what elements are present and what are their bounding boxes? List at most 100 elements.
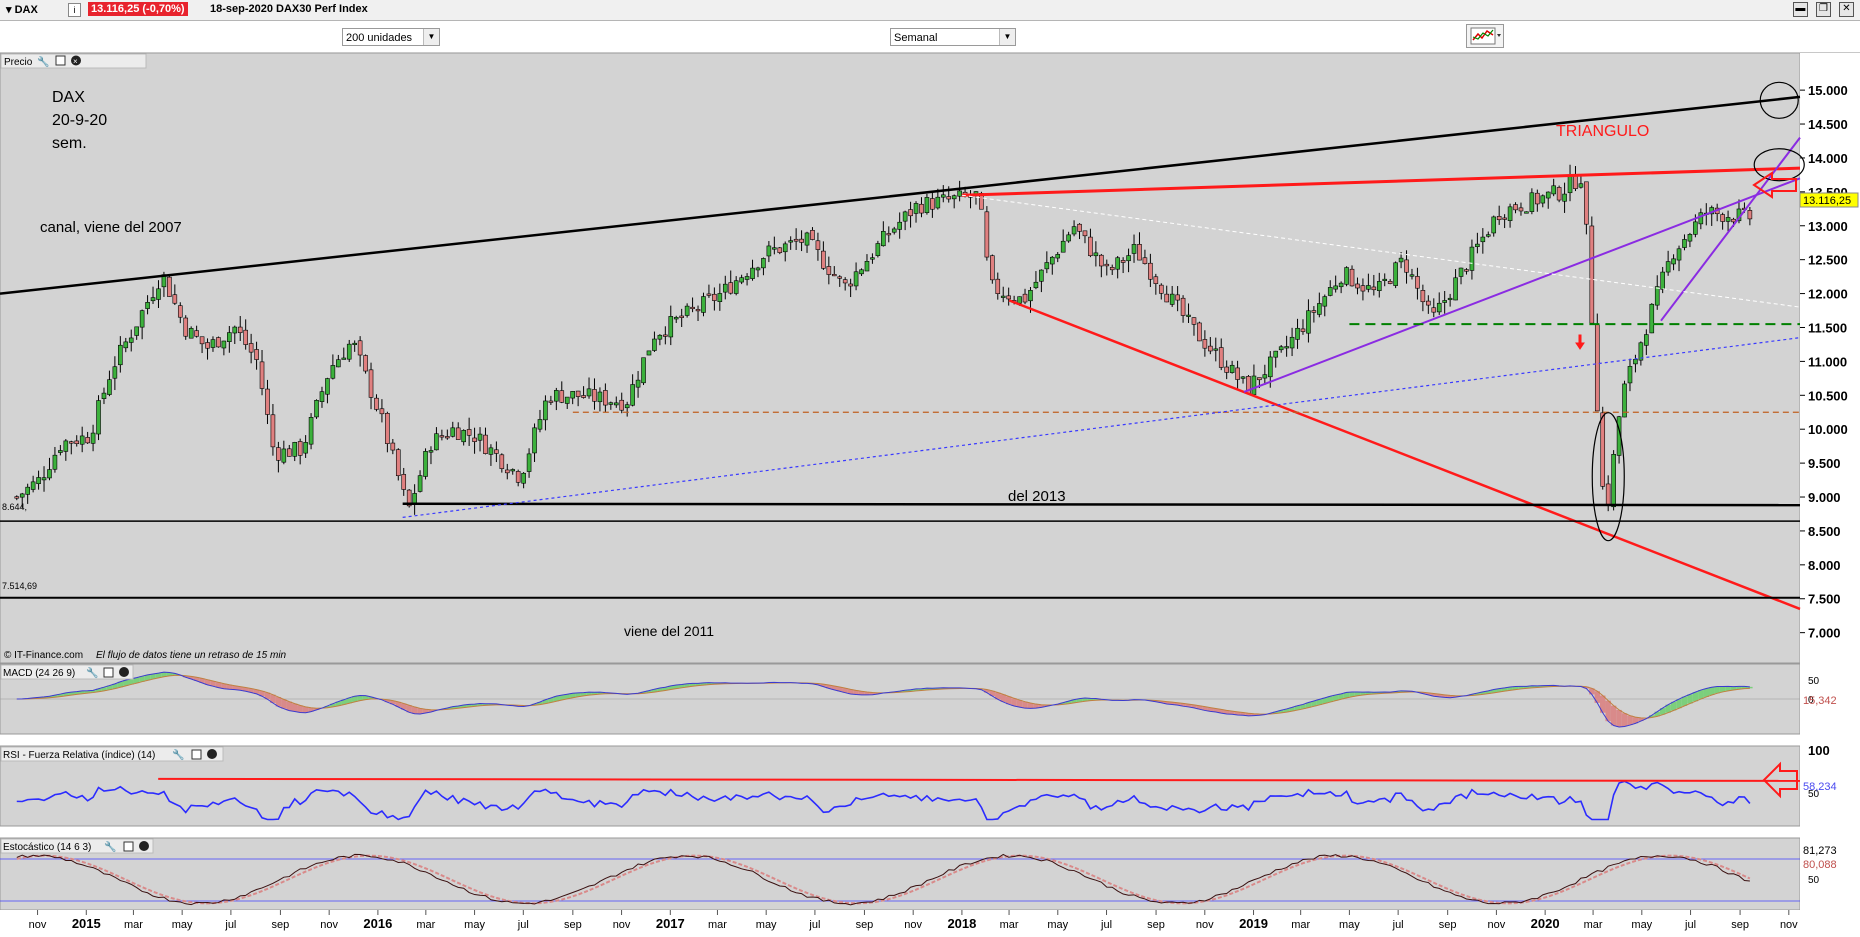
- svg-text:×: ×: [73, 57, 78, 66]
- wrench-icon[interactable]: 🔧: [104, 840, 116, 853]
- y-tick-label: 8.500: [1808, 524, 1841, 539]
- candle-body: [1387, 281, 1393, 284]
- ticker-selector[interactable]: ▾ DAX: [6, 4, 38, 16]
- close-panel-icon[interactable]: [207, 749, 217, 759]
- candle-body: [581, 395, 586, 398]
- x-tick-label: nov: [320, 919, 338, 931]
- candle-body: [657, 334, 663, 340]
- window-icon[interactable]: [123, 841, 134, 852]
- window-icon[interactable]: [55, 55, 66, 66]
- candle-body: [521, 472, 526, 484]
- units-dropdown[interactable]: 200 unidades ▼: [342, 28, 440, 46]
- y-tick-label: 10.000: [1808, 422, 1848, 437]
- candle-body: [1148, 262, 1153, 280]
- stoch-tick-50: 50: [1808, 875, 1820, 886]
- rsi-tick-50: 50: [1808, 789, 1820, 800]
- last-price-tag: [1799, 192, 1859, 208]
- restore-icon[interactable]: ❐: [1815, 2, 1831, 17]
- x-tick-label: nov: [29, 919, 47, 931]
- candle-body: [995, 278, 1001, 294]
- candle-body: [1208, 345, 1213, 352]
- red-arrow-down-icon: [1575, 334, 1585, 350]
- close-panel-icon[interactable]: [139, 841, 149, 851]
- candle-body: [270, 414, 276, 448]
- candle-body: [1627, 366, 1633, 384]
- red-arrow-price-icon: [1752, 171, 1797, 199]
- candle-body: [532, 427, 537, 454]
- macd-line: [16, 671, 1750, 728]
- candle-body: [712, 293, 717, 301]
- candle-body: [68, 441, 74, 444]
- candle-body: [777, 247, 783, 253]
- rsi-tick-100: 100: [1808, 743, 1830, 758]
- candle-body: [1747, 210, 1753, 220]
- annotation-title-1: DAX: [52, 89, 85, 106]
- y-tick-label: 14.000: [1808, 151, 1848, 166]
- candle-body: [25, 486, 30, 495]
- candle-body: [575, 390, 581, 397]
- chart-type-icon[interactable]: [1466, 24, 1504, 48]
- candle-body: [1295, 327, 1300, 340]
- annotation-title-2: 20-9-20: [52, 112, 107, 129]
- wrench-icon[interactable]: 🔧: [172, 748, 184, 761]
- candle-body: [1415, 276, 1420, 289]
- candle-body: [1218, 347, 1224, 368]
- candle-body: [1137, 244, 1142, 261]
- candle-body: [652, 338, 657, 351]
- candle-body: [1000, 295, 1006, 298]
- stoch-header: Estocástico (14 6 3) 🔧: [0, 838, 154, 854]
- stoch-d-line: [16, 854, 1751, 905]
- candle-body: [940, 194, 946, 198]
- x-tick-label: may: [1047, 919, 1068, 931]
- x-tick-label: sep: [1731, 919, 1749, 931]
- blue-dotted-trend: [402, 337, 1801, 518]
- window-icon[interactable]: [191, 749, 202, 760]
- candle-body: [401, 474, 407, 490]
- candle-body: [1071, 226, 1077, 235]
- chart-toolbar: 200 unidades ▼ Semanal ▼: [0, 21, 1860, 53]
- candle-body: [815, 240, 821, 250]
- candle-body: [1654, 286, 1660, 306]
- candle-body: [428, 450, 434, 453]
- close-panel-icon[interactable]: [71, 55, 81, 66]
- candle-body: [1017, 296, 1022, 304]
- candle-body: [946, 196, 952, 200]
- x-tick-label: mar: [1291, 919, 1310, 931]
- candle-body: [1682, 239, 1687, 248]
- candle-body: [461, 430, 466, 443]
- candle-body: [319, 391, 325, 402]
- candle-body: [74, 440, 80, 444]
- candle-body: [701, 296, 706, 313]
- y-tick-label: 10.500: [1808, 388, 1848, 403]
- candle-body: [1464, 269, 1469, 272]
- candle-body: [406, 489, 412, 507]
- candle-body: [613, 402, 619, 406]
- annotation-del2013: del 2013: [1008, 488, 1066, 505]
- candle-body: [1273, 350, 1279, 358]
- candle-body: [668, 316, 674, 338]
- minimize-icon[interactable]: ▬: [1792, 2, 1808, 17]
- candle-body: [1235, 367, 1240, 380]
- x-tick-label: 2017: [656, 916, 685, 931]
- candle-body: [761, 258, 766, 269]
- x-tick-label: mar: [708, 919, 727, 931]
- candle-body: [504, 469, 510, 474]
- candle-body: [1671, 258, 1676, 265]
- period-dropdown[interactable]: Semanal ▼: [890, 28, 1016, 46]
- candle-body: [1436, 302, 1442, 313]
- window-icon[interactable]: [103, 667, 114, 678]
- last-price-value: 13.116,25: [1803, 195, 1851, 207]
- wrench-icon[interactable]: 🔧: [37, 55, 49, 68]
- candle-body: [1115, 257, 1120, 270]
- candle-body: [935, 196, 941, 209]
- close-icon[interactable]: ✕: [1839, 2, 1854, 17]
- candle-body: [363, 355, 368, 372]
- x-tick-label: nov: [904, 919, 922, 931]
- candle-body: [1240, 376, 1246, 379]
- candle-body: [1153, 276, 1159, 284]
- info-icon[interactable]: i: [68, 3, 81, 17]
- close-panel-icon[interactable]: [119, 667, 129, 677]
- candle-body: [1393, 262, 1398, 286]
- wrench-icon[interactable]: 🔧: [86, 666, 98, 679]
